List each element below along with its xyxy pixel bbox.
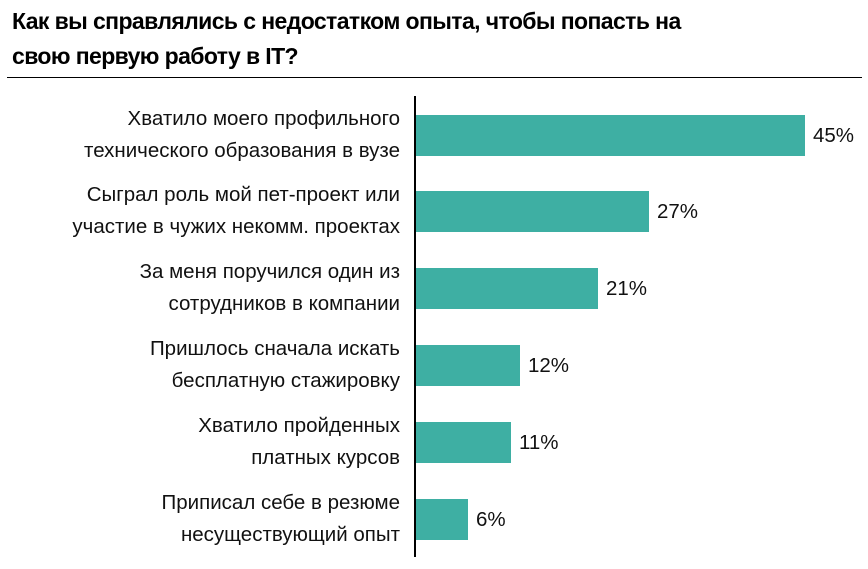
value-label: 21%: [606, 277, 648, 300]
category-label-line-1: Сыграл роль мой пет-проект или: [86, 183, 400, 206]
bar: [416, 345, 520, 386]
bar: [416, 115, 805, 156]
category-label-line-1: Пришлось сначала искать: [149, 337, 400, 360]
value-label: 27%: [657, 200, 699, 223]
value-label: 12%: [528, 354, 570, 377]
category-label: Хватило пройденных платных курсов: [0, 410, 400, 474]
category-label-line-1: Хватило моего профильного: [127, 107, 400, 130]
category-label: Пришлось сначала искать бесплатную стажир…: [0, 333, 400, 397]
category-label-line-1: Приписал себе в резюме: [161, 491, 400, 514]
bar: [416, 499, 468, 540]
category-label: Сыграл роль мой пет-проект или участие в …: [0, 179, 400, 243]
value-label: 6%: [476, 508, 506, 531]
bar: [416, 268, 598, 309]
title-divider: [7, 77, 862, 78]
category-label-line-2: технического образования в вузе: [84, 139, 400, 162]
category-label-line-2: несуществующий опыт: [180, 523, 400, 546]
bar: [416, 191, 649, 232]
category-label-line-2: платных курсов: [251, 446, 400, 469]
chart-title-line-2: свою первую работу в IT?: [12, 43, 299, 69]
chart-title: Как вы справлялись с недостатком опыта, …: [12, 4, 862, 74]
category-label-line-2: сотрудников в компании: [168, 292, 401, 315]
category-label-line-2: участие в чужих некомм. проектах: [72, 215, 400, 238]
category-label: Хватило моего профильного технического об…: [0, 103, 400, 167]
y-axis-line: [414, 96, 416, 557]
category-label-line-1: За меня поручился один из: [139, 260, 400, 283]
chart-title-line-1: Как вы справлялись с недостатком опыта, …: [12, 8, 681, 34]
category-label: Приписал себе в резюме несуществующий опы…: [0, 487, 400, 551]
bar: [416, 422, 511, 463]
category-label-line-1: Хватило пройденных: [198, 414, 400, 437]
value-label: 11%: [519, 431, 559, 454]
value-label: 45%: [813, 124, 855, 147]
category-label-line-2: бесплатную стажировку: [171, 369, 400, 392]
category-label: За меня поручился один из сотрудников в к…: [0, 256, 400, 320]
